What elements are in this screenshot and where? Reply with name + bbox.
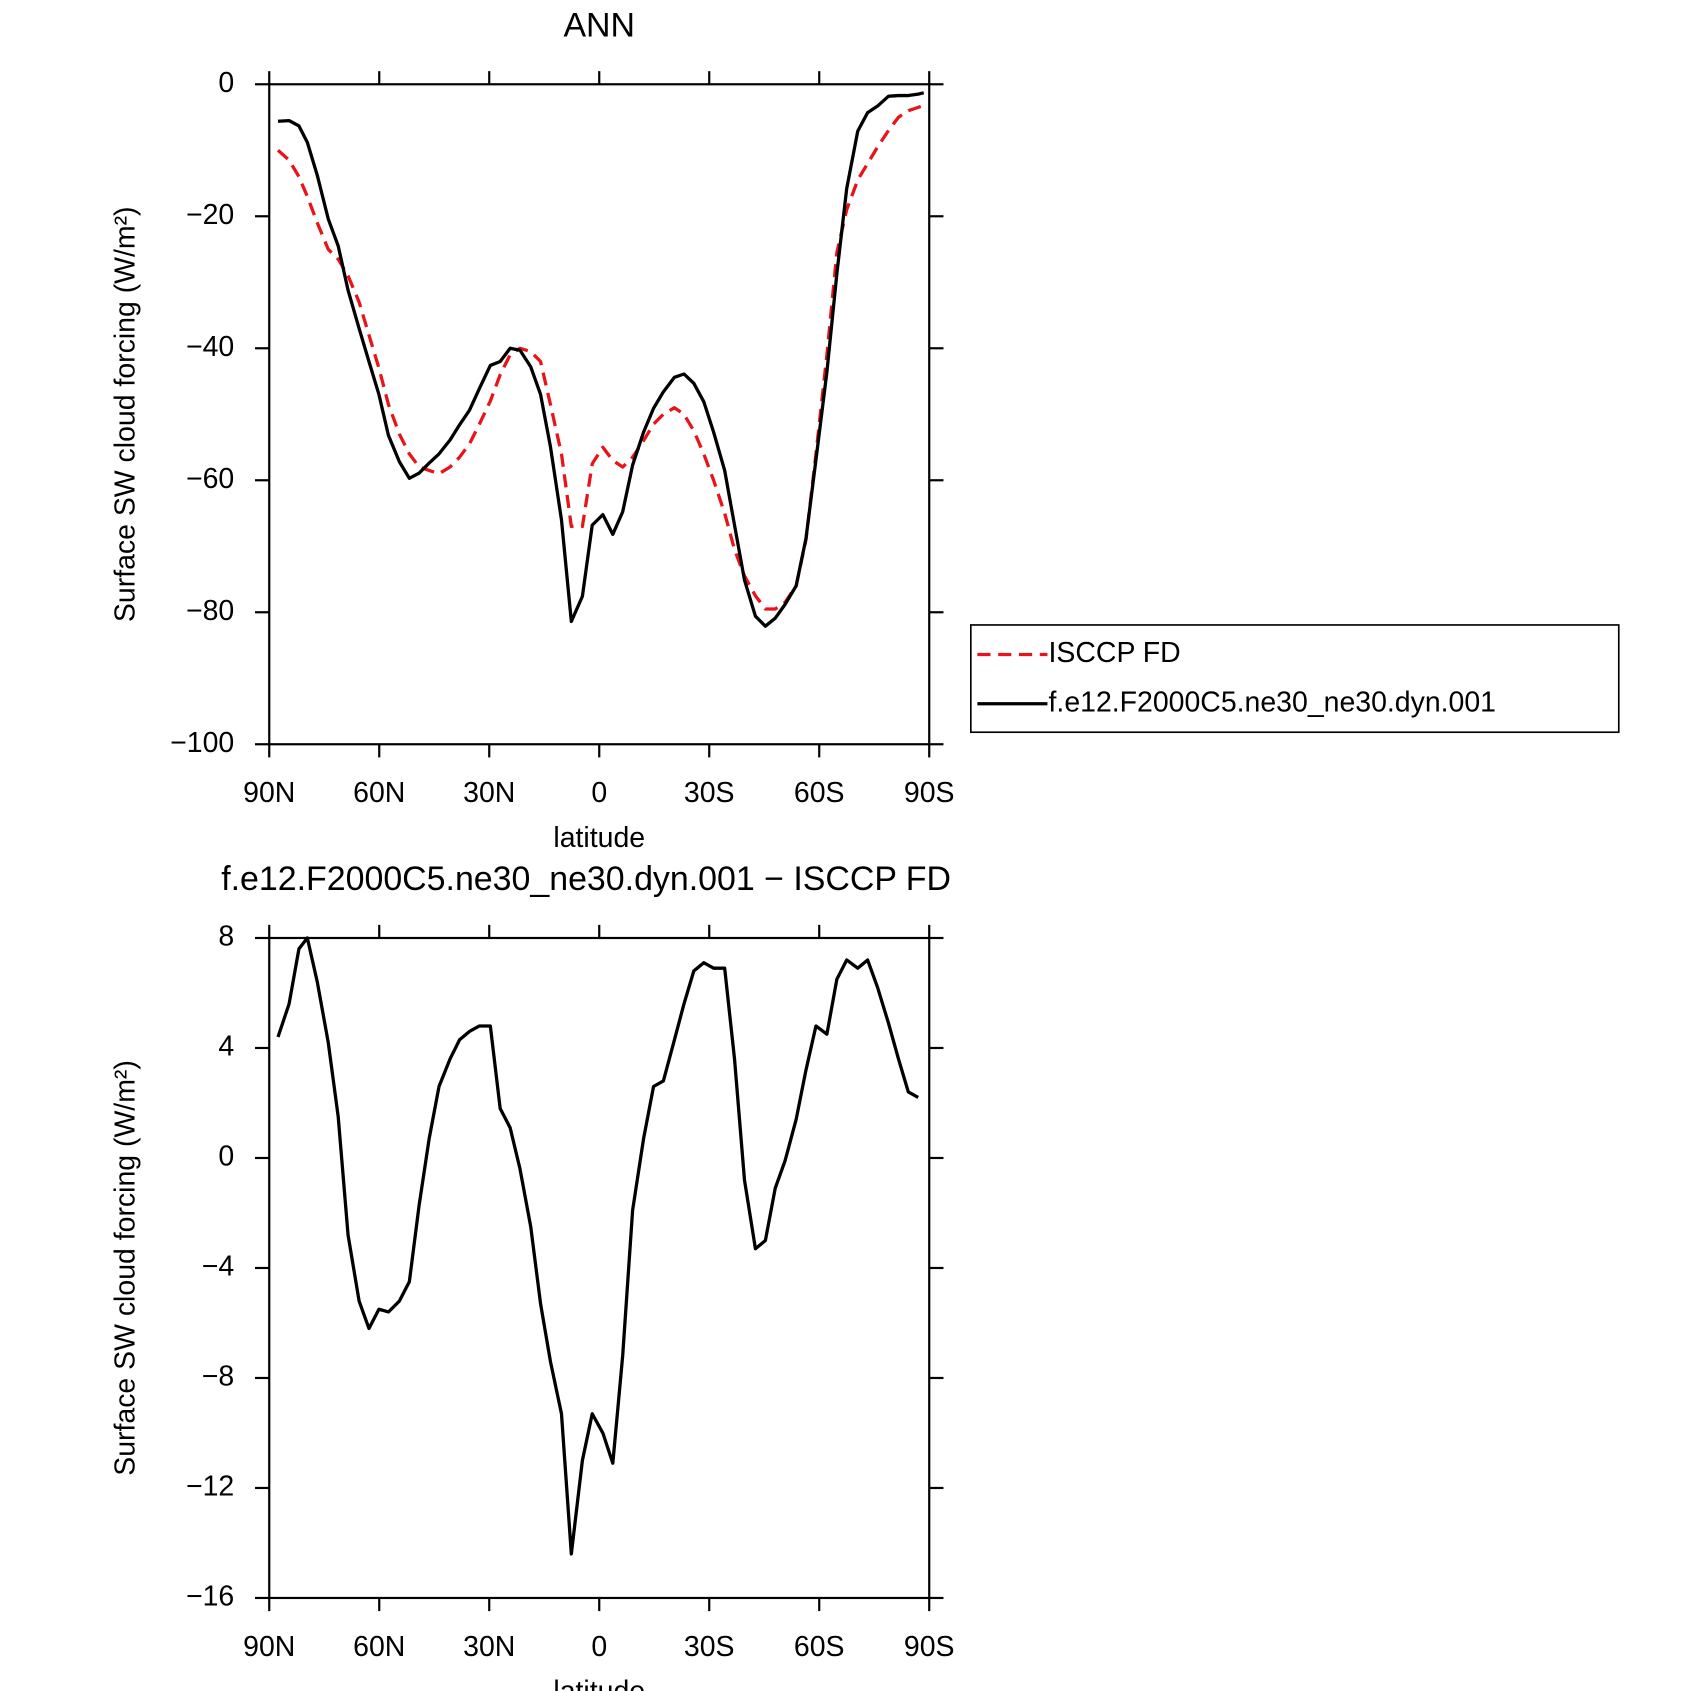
- x-tick-label: 30N: [463, 777, 515, 809]
- x-tick-label: 30S: [684, 1631, 735, 1663]
- chart-title: ANN: [563, 6, 635, 44]
- chart-title: f.e12.F2000C5.ne30_ne30.dyn.001 − ISCCP …: [221, 860, 951, 898]
- plot-frame: [268, 936, 931, 1600]
- x-tick-label: 30N: [463, 1631, 515, 1663]
- x-tick-label: 30S: [684, 777, 735, 809]
- x-tick-label: 90N: [243, 777, 295, 809]
- x-axis-label: latitude: [553, 822, 645, 854]
- y-tick-label: −16: [186, 1580, 234, 1612]
- y-tick-label: −12: [186, 1470, 234, 1502]
- x-tick-label: 0: [591, 777, 607, 809]
- y-tick-label: −100: [170, 727, 234, 759]
- y-axis-label: Surface SW cloud forcing (W/m²): [109, 206, 141, 622]
- y-tick-label: 4: [218, 1030, 234, 1062]
- y-tick-label: 0: [218, 1140, 234, 1172]
- y-tick-label: 8: [218, 921, 234, 953]
- x-tick-label: 90S: [904, 777, 955, 809]
- x-tick-label: 90S: [904, 1631, 955, 1663]
- y-tick-label: −4: [202, 1250, 234, 1282]
- x-tick-label: 0: [591, 1631, 607, 1663]
- x-tick-label: 60N: [353, 777, 405, 809]
- y-axis-label: Surface SW cloud forcing (W/m²): [109, 1060, 141, 1476]
- legend-label: ISCCP FD: [1049, 637, 1181, 669]
- x-axis-label: latitude: [553, 1676, 645, 1691]
- y-tick-label: −40: [186, 331, 234, 363]
- x-tick-label: 60S: [794, 1631, 845, 1663]
- y-tick-label: −80: [186, 595, 234, 627]
- x-tick-label: 90N: [243, 1631, 295, 1663]
- legend-label: f.e12.F2000C5.ne30_ne30.dyn.001: [1049, 686, 1496, 718]
- y-tick-label: 0: [218, 67, 234, 99]
- plot-frame: [268, 83, 931, 746]
- legend-box: [969, 624, 1620, 734]
- x-tick-label: 60N: [353, 1631, 405, 1663]
- y-tick-label: −20: [186, 199, 234, 231]
- y-tick-label: −8: [202, 1360, 234, 1392]
- data-line: [276, 936, 919, 1556]
- x-tick-label: 60S: [794, 777, 845, 809]
- y-tick-label: −60: [186, 463, 234, 495]
- data-line: [277, 91, 925, 628]
